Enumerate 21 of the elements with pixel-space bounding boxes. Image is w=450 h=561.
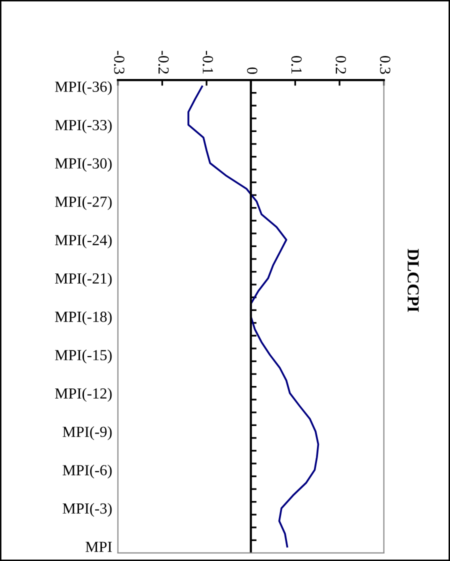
y-tick-label: MPI(-6) (62, 464, 112, 478)
x-tick-label: 0.2 (336, 56, 346, 74)
y-tick-label: MPI(-21) (55, 272, 112, 287)
y-tick-label: MPI(-9) (62, 426, 112, 440)
x-tick-label: -0.2 (158, 50, 169, 74)
y-tick-label: MPI (86, 542, 112, 552)
x-tick-label: -0.1 (202, 50, 214, 74)
x-tick-label: 0 (247, 67, 258, 74)
y-tick-label: MPI(-3) (62, 502, 112, 517)
text: DLCCPI (408, 248, 419, 312)
y-tick-label: MPI(-36) (55, 81, 112, 95)
x-tick-label: -0.3 (114, 50, 124, 74)
x-tick-label: 0.1 (291, 56, 302, 74)
y-tick-label: MPI(-24) (55, 234, 112, 248)
y-tick-label: MPI(-12) (55, 388, 112, 402)
y-tick-label: MPI(-33) (55, 119, 112, 134)
x-tick-label: 0.3 (380, 56, 390, 74)
y-tick-label: MPI(-18) (55, 311, 112, 326)
y-tick-label: MPI(-30) (55, 158, 112, 172)
y-tick-label: MPI(-27) (55, 196, 112, 210)
y-tick-label: MPI(-15) (55, 350, 112, 364)
